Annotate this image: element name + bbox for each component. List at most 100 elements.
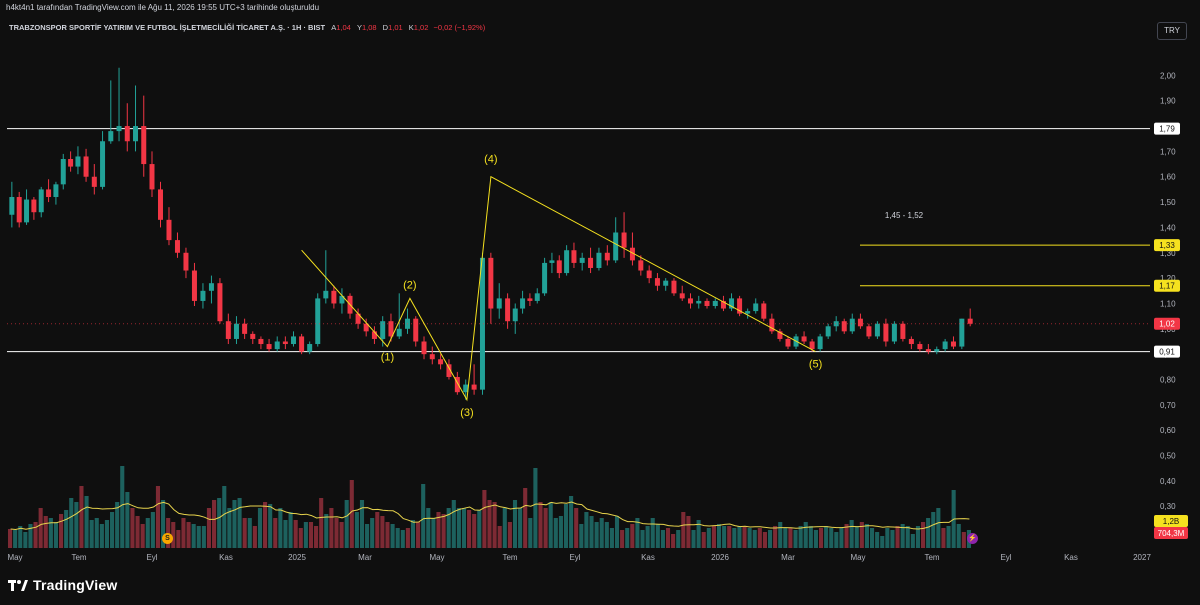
wave-label: (4) (484, 154, 497, 166)
candle-body (53, 184, 59, 198)
y-tick-label: 1,70 (1160, 147, 1176, 156)
volume-bar (283, 520, 288, 548)
volume-bar (859, 522, 864, 548)
y-tick-label: 1,50 (1160, 198, 1176, 207)
candle-body (891, 323, 897, 342)
candle-body (446, 364, 452, 377)
candle-body (38, 189, 44, 213)
volume-bar (99, 524, 104, 548)
volume-bar (53, 522, 59, 548)
volume-bar (482, 490, 487, 548)
x-tick-label: May (850, 553, 865, 562)
y-tick-label: 2,00 (1160, 71, 1176, 80)
volume-bar (38, 508, 43, 548)
last-price-label: 1,02 (1159, 320, 1175, 329)
volume-bar (314, 526, 319, 548)
volume-bar (885, 528, 890, 548)
volume-bar (808, 526, 813, 548)
volume-bar (115, 502, 120, 548)
volume-bar (548, 502, 553, 548)
candle-body (613, 232, 619, 261)
volume-bar (630, 524, 635, 548)
volume-bar (818, 528, 824, 548)
event-flash-icon[interactable]: ⚡ (967, 533, 978, 544)
candle-body (91, 176, 97, 187)
volume-bar (48, 518, 53, 548)
volume-bar (614, 516, 620, 548)
volume-bar (931, 512, 936, 548)
volume-bar (18, 526, 23, 548)
volume-bar (620, 530, 625, 548)
volume-bar (217, 498, 222, 548)
candle-body (191, 270, 197, 301)
volume-bar (742, 526, 747, 548)
volume-bar (594, 522, 599, 548)
volume-bar (421, 484, 426, 548)
volume-bar (507, 522, 512, 548)
candle-body (463, 384, 469, 393)
volume-bar (905, 526, 910, 548)
volume-last-tag-label: 704,3M (1158, 529, 1185, 538)
candle-body (396, 328, 402, 337)
y-tick-label: 0,60 (1160, 426, 1176, 435)
candle-body (785, 338, 791, 347)
candle-body (841, 321, 847, 332)
candle-body (942, 341, 948, 350)
volume-bar (416, 522, 421, 548)
ohlc-close-value: 1,02 (413, 23, 429, 32)
symbol-title[interactable]: TRABZONSPOR SPORTİF YATIRIM VE FUTBOL İŞ… (9, 23, 326, 32)
candle-body (355, 313, 361, 324)
volume-bar (824, 526, 829, 548)
volume-bar (110, 512, 115, 548)
volume-bar (727, 526, 732, 548)
candle-body (729, 298, 735, 309)
volume-bar (64, 510, 69, 548)
volume-bar (716, 524, 722, 548)
candle-body (371, 331, 377, 339)
candle-body (588, 257, 594, 268)
currency-button[interactable]: TRY (1157, 22, 1187, 40)
volume-bar (405, 528, 410, 548)
volume-bar (844, 524, 849, 548)
volume-bar (783, 528, 788, 548)
volume-bar (69, 498, 74, 548)
volume-bar (441, 514, 446, 548)
volume-bar (956, 524, 961, 548)
candle-body (323, 290, 329, 299)
candle-body (817, 336, 823, 350)
candle-body (108, 131, 114, 142)
volume-bar (426, 508, 431, 548)
volume-bar (196, 526, 201, 548)
volume-bar (150, 512, 155, 548)
volume-bar (33, 522, 38, 548)
candle-body (663, 280, 669, 286)
volume-bar (752, 530, 757, 548)
volume-bar (737, 526, 742, 548)
volume-bar (625, 528, 630, 548)
volume-bar (145, 518, 150, 548)
volume-bar (829, 528, 834, 548)
ohlc-open-value: 1,04 (336, 23, 351, 32)
volume-bar (589, 516, 594, 548)
wave-label: (5) (809, 359, 822, 371)
volume-bar (686, 516, 691, 548)
volume-bar (308, 522, 314, 548)
volume-bar (528, 518, 533, 548)
volume-bar (410, 520, 416, 548)
y-tick-label: 1,60 (1160, 173, 1176, 182)
target-annotation: 1,45 - 1,52 (885, 211, 924, 220)
volume-bar (497, 526, 502, 548)
volume-bar (161, 500, 166, 548)
volume-bar (8, 529, 13, 548)
ohlc-high-value: 1,08 (361, 23, 377, 32)
tradingview-logo-icon (8, 580, 28, 591)
volume-bar (171, 522, 176, 548)
candle-body (242, 323, 248, 334)
candle-body (31, 199, 37, 213)
candle-body (438, 359, 444, 365)
candle-body (83, 156, 89, 177)
dividend-marker[interactable]: S (162, 533, 173, 544)
candle-body (200, 290, 206, 301)
candle-body (380, 321, 386, 339)
